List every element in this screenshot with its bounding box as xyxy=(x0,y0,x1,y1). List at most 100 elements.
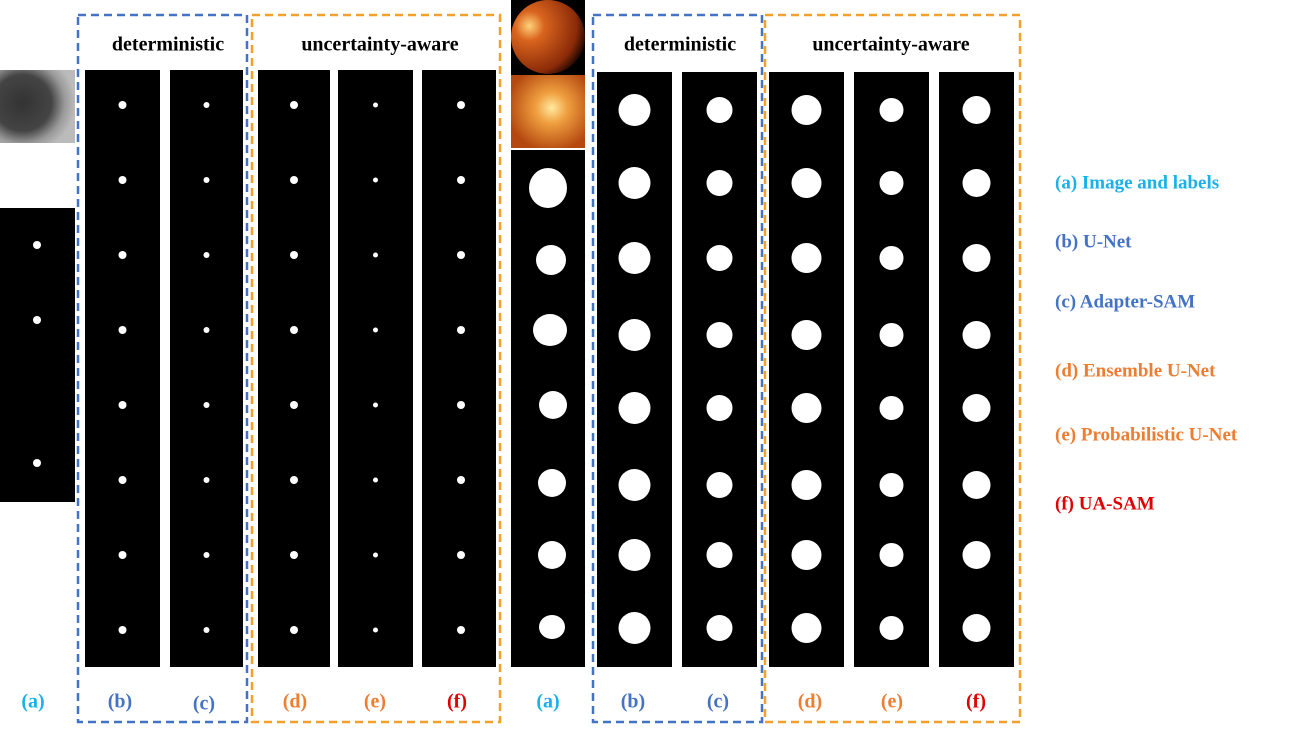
column-label: (a) xyxy=(536,691,559,713)
mask-blob xyxy=(706,97,733,123)
group-title: deterministic xyxy=(112,34,224,56)
mask-blob xyxy=(706,245,733,271)
legend-entry: (a) Image and labels xyxy=(1055,172,1219,193)
mask-blob xyxy=(203,477,210,483)
mask-column xyxy=(170,70,243,667)
column-label: (b) xyxy=(621,691,645,713)
deterministic-box xyxy=(591,13,764,724)
mask-blob xyxy=(529,168,567,208)
mask-blob xyxy=(33,316,41,324)
column-label: (b) xyxy=(108,691,132,713)
mask-column xyxy=(338,70,413,667)
uncertainty-box xyxy=(250,13,502,724)
mask-blob xyxy=(962,614,991,642)
mask-blob xyxy=(791,320,822,350)
column-label: (d) xyxy=(798,691,822,713)
mask-column xyxy=(939,72,1014,667)
mask-blob xyxy=(457,251,465,259)
mask-blob xyxy=(118,626,127,634)
mask-blob xyxy=(706,170,733,196)
mask-blob xyxy=(618,612,651,644)
ct-image xyxy=(0,70,75,143)
mask-blob xyxy=(706,472,733,498)
mask-blob xyxy=(706,542,733,568)
mask-blob xyxy=(539,615,565,639)
mask-column xyxy=(682,72,757,667)
mask-blob xyxy=(457,626,465,634)
mask-blob xyxy=(618,319,651,351)
mask-column xyxy=(85,70,160,667)
mask-blob xyxy=(536,245,566,275)
mask-blob xyxy=(373,402,378,408)
deterministic-box xyxy=(76,13,249,724)
mask-blob xyxy=(791,470,822,500)
mask-blob xyxy=(203,627,210,633)
column-label: (d) xyxy=(283,691,307,713)
group-title: deterministic xyxy=(624,34,736,56)
mask-blob xyxy=(290,476,298,484)
column-label: (f) xyxy=(447,691,467,713)
column-label: (f) xyxy=(966,691,986,713)
mask-blob xyxy=(33,459,41,467)
mask-blob xyxy=(706,615,733,641)
group-title: uncertainty-aware xyxy=(812,34,969,56)
mask-blob xyxy=(879,171,904,195)
legend-entry: (c) Adapter-SAM xyxy=(1055,291,1195,312)
mask-blob xyxy=(203,327,210,333)
mask-blob xyxy=(203,552,210,558)
mask-blob xyxy=(879,98,904,122)
mask-blob xyxy=(290,101,298,109)
mask-blob xyxy=(290,401,298,409)
mask-blob xyxy=(533,314,567,346)
mask-blob xyxy=(457,176,465,184)
mask-blob xyxy=(538,541,566,569)
mask-blob xyxy=(373,177,378,183)
mask-blob xyxy=(962,321,991,349)
mask-blob xyxy=(118,326,127,334)
legend-entry: (b) U-Net xyxy=(1055,231,1132,252)
mask-blob xyxy=(618,392,651,424)
mask-blob xyxy=(457,551,465,559)
mask-blob xyxy=(373,102,378,108)
mask-blob xyxy=(457,401,465,409)
mask-blob xyxy=(791,243,822,273)
mask-blob xyxy=(879,616,904,640)
mask-column xyxy=(597,72,672,667)
group-title: uncertainty-aware xyxy=(301,34,458,56)
mask-blob xyxy=(962,96,991,124)
column-label: (c) xyxy=(707,691,729,713)
mask-blob xyxy=(962,394,991,422)
mask-blob xyxy=(618,167,651,199)
mask-blob xyxy=(962,169,991,197)
mask-blob xyxy=(791,540,822,570)
mask-blob xyxy=(290,326,298,334)
mask-blob xyxy=(118,176,127,184)
column-label: (e) xyxy=(364,691,386,713)
mask-blob xyxy=(118,551,127,559)
mask-blob xyxy=(618,94,651,126)
mask-blob xyxy=(962,244,991,272)
column-label: (c) xyxy=(193,693,215,715)
mask-blob xyxy=(33,241,41,249)
mask-blob xyxy=(373,552,378,558)
mask-blob xyxy=(879,323,904,347)
mask-blob xyxy=(457,476,465,484)
mask-column xyxy=(854,72,929,667)
mask-blob xyxy=(791,168,822,198)
mask-blob xyxy=(203,102,210,108)
mask-blob xyxy=(879,543,904,567)
mask-blob xyxy=(538,469,566,497)
mask-blob xyxy=(373,327,378,333)
column-label: (e) xyxy=(881,691,903,713)
mask-blob xyxy=(118,401,127,409)
mask-blob xyxy=(118,476,127,484)
mask-column xyxy=(769,72,844,667)
column-label: (a) xyxy=(21,691,44,713)
mask-blob xyxy=(118,101,127,109)
fundus-image xyxy=(511,0,585,74)
mask-blob xyxy=(373,252,378,258)
mask-blob xyxy=(539,391,567,419)
mask-blob xyxy=(879,246,904,270)
mask-blob xyxy=(618,539,651,571)
